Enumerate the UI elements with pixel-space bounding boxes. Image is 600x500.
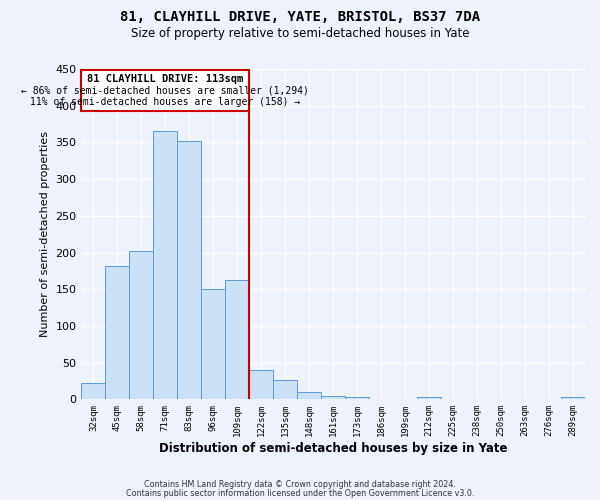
Text: 11% of semi-detached houses are larger (158) →: 11% of semi-detached houses are larger (… — [30, 97, 301, 107]
Bar — [82, 383, 106, 400]
Y-axis label: Number of semi-detached properties: Number of semi-detached properties — [40, 131, 50, 337]
Bar — [226, 280, 249, 400]
Text: 81 CLAYHILL DRIVE: 113sqm: 81 CLAYHILL DRIVE: 113sqm — [87, 74, 244, 85]
Text: 81, CLAYHILL DRIVE, YATE, BRISTOL, BS37 7DA: 81, CLAYHILL DRIVE, YATE, BRISTOL, BS37 … — [120, 10, 480, 24]
X-axis label: Distribution of semi-detached houses by size in Yate: Distribution of semi-detached houses by … — [159, 442, 508, 455]
Bar — [297, 392, 321, 400]
Bar — [154, 132, 178, 400]
Bar — [130, 251, 154, 400]
Text: Contains public sector information licensed under the Open Government Licence v3: Contains public sector information licen… — [126, 488, 474, 498]
Bar — [561, 397, 585, 400]
Bar — [345, 397, 369, 400]
Bar — [417, 397, 441, 400]
Bar — [249, 370, 273, 400]
Bar — [321, 396, 345, 400]
Text: ← 86% of semi-detached houses are smaller (1,294): ← 86% of semi-detached houses are smalle… — [22, 86, 310, 96]
Bar — [178, 141, 202, 400]
Text: Size of property relative to semi-detached houses in Yate: Size of property relative to semi-detach… — [131, 28, 469, 40]
FancyBboxPatch shape — [82, 70, 249, 111]
Bar — [273, 380, 297, 400]
Text: Contains HM Land Registry data © Crown copyright and database right 2024.: Contains HM Land Registry data © Crown c… — [144, 480, 456, 489]
Bar — [202, 289, 226, 400]
Bar — [106, 266, 130, 400]
